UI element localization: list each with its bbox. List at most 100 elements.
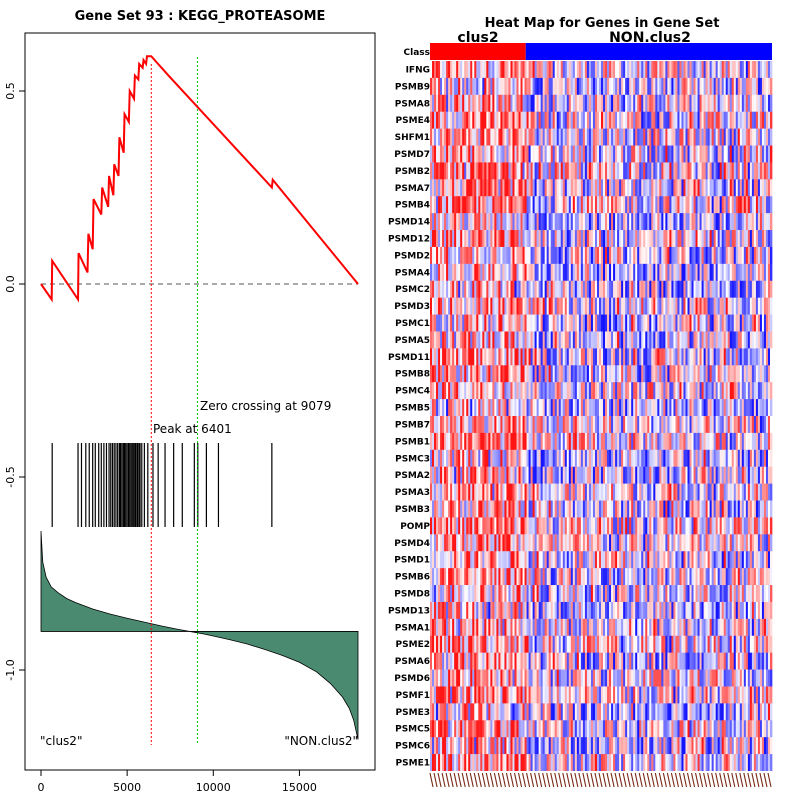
heatmap-cell [641, 162, 644, 180]
heatmap-cell [717, 399, 721, 417]
heatmap-cell [484, 382, 487, 400]
heatmap-cell [574, 128, 578, 146]
heatmap-cell [496, 263, 499, 282]
heatmap-cell [538, 280, 541, 299]
heatmap-cell [745, 162, 749, 180]
heatmap-cell [727, 196, 731, 214]
heatmap-cell [609, 416, 612, 434]
heatmap-cell [482, 128, 485, 146]
heatmap-cell [502, 128, 505, 146]
heatmap-cell [739, 432, 743, 451]
heatmap-cell [649, 179, 652, 197]
heatmap-cell [669, 61, 672, 79]
heatmap-cell [741, 297, 745, 315]
heatmap-cell [562, 145, 566, 163]
heatmap-cell [725, 94, 729, 113]
heatmap-cell [488, 517, 491, 535]
heatmap-cell [619, 128, 622, 146]
heatmap-cell [572, 145, 576, 163]
heatmap-cell [759, 483, 763, 501]
heatmap-cell [763, 297, 767, 315]
heatmap-cell [464, 517, 467, 535]
heatmap-cell [719, 466, 723, 484]
heatmap-cell [663, 365, 666, 383]
heatmap-cell [759, 399, 763, 417]
heatmap-cell [496, 500, 499, 518]
heatmap-cell [542, 449, 546, 468]
heatmap-cell [572, 128, 576, 146]
heatmap-cell [512, 77, 515, 96]
heatmap-cell [440, 213, 443, 231]
heatmap-cell [731, 196, 735, 214]
heatmap-cell [496, 466, 499, 484]
heatmap-cell [601, 483, 604, 501]
heatmap-cell [723, 162, 727, 180]
heatmap-cell [494, 94, 497, 113]
heatmap-cell [520, 348, 523, 366]
heatmap-cell [454, 416, 457, 434]
heatmap-cell [685, 263, 688, 282]
heatmap-cell [737, 77, 741, 96]
heatmap-cell [486, 331, 489, 349]
heatmap-cell [594, 280, 598, 299]
heatmap-cell [725, 399, 729, 417]
heatmap-cell [518, 196, 521, 214]
heatmap-cell [440, 128, 443, 146]
heatmap-cell [594, 466, 598, 484]
heatmap-cell [661, 111, 664, 129]
heatmap-cell [609, 483, 612, 501]
heatmap-cell [516, 399, 519, 417]
heatmap-cell [554, 128, 558, 146]
heatmap-cell [486, 196, 489, 214]
heatmap-cell [719, 517, 723, 535]
heatmap-cell [442, 77, 445, 96]
heatmap-cell [729, 145, 733, 163]
heatmap-cell [498, 399, 501, 417]
heatmap-cell [757, 500, 761, 518]
heatmap-cell [603, 483, 606, 501]
heatmap-cell [598, 297, 602, 315]
heatmap-cell [436, 145, 439, 163]
heatmap-cell [470, 162, 473, 180]
heatmap-cell [454, 77, 457, 96]
heatmap-cell [526, 213, 529, 231]
heatmap-cell [550, 382, 554, 400]
heatmap-cell [494, 179, 497, 197]
heatmap-cell [629, 500, 632, 518]
heatmap-cell [603, 297, 606, 315]
heatmap-cell [480, 162, 483, 180]
y-tick-label: 0.5 [4, 82, 17, 100]
heatmap-cell [580, 280, 584, 299]
heatmap-cell [452, 61, 455, 79]
heatmap-cell [649, 432, 652, 451]
heatmap-cell [767, 517, 771, 535]
heatmap-cell [711, 348, 715, 366]
heatmap-cell [753, 128, 757, 146]
heatmap-cell [550, 314, 554, 332]
heatmap-cell [440, 196, 443, 214]
heatmap-cell [552, 61, 556, 79]
heatmap-cell [520, 263, 523, 282]
heatmap-cell [665, 483, 668, 501]
heatmap-cell [709, 517, 712, 535]
heatmap-cell [460, 399, 463, 417]
heatmap-cell [590, 534, 594, 552]
heatmap-cell [534, 280, 537, 299]
enrichment-plot: Gene Set 93 : KEGG_PROTEASOME 0 5000 10000… [4, 9, 376, 794]
heatmap-cell [711, 77, 715, 96]
heatmap-cell [516, 145, 519, 163]
heatmap-cell [655, 128, 658, 146]
heatmap-cell [733, 348, 737, 366]
heatmap-cell [731, 94, 735, 113]
heatmap-cell [576, 297, 580, 315]
heatmap-cell [522, 196, 525, 214]
heatmap-cell [749, 162, 753, 180]
heatmap-cell [627, 399, 630, 417]
heatmap-cell [530, 196, 533, 214]
heatmap-cell [558, 280, 562, 299]
heatmap-cell [739, 263, 743, 282]
heatmap-cell [631, 196, 634, 214]
heatmap-cell [446, 179, 449, 197]
heatmap-cell [613, 365, 616, 383]
heatmap-cell [617, 348, 620, 366]
